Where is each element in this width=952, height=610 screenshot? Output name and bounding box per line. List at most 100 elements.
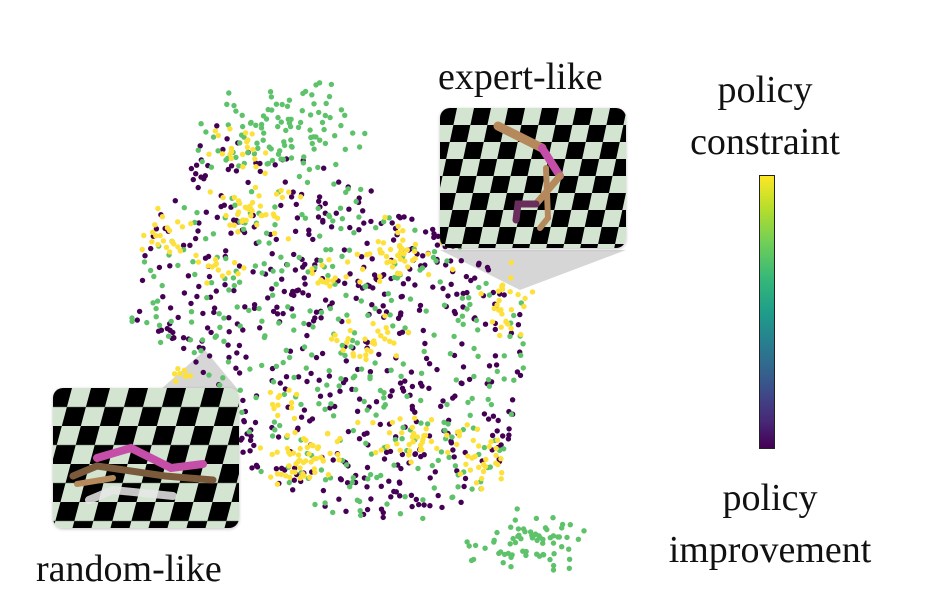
purple-point (290, 487, 296, 493)
yellow-point (469, 455, 476, 461)
green-point (248, 189, 255, 195)
yellow-point (173, 378, 179, 384)
green-point (260, 137, 266, 143)
yellow-point (397, 256, 404, 262)
purple-point (247, 448, 253, 454)
green-point (475, 353, 481, 359)
yellow-point (425, 271, 432, 278)
purple-point (460, 364, 467, 370)
green-point (354, 340, 360, 346)
green-point (198, 348, 204, 354)
green-point (424, 421, 431, 427)
green-point (404, 393, 410, 399)
purple-point (358, 254, 365, 260)
yellow-point (444, 432, 450, 438)
purple-point (200, 310, 206, 317)
yellow-point (375, 238, 381, 245)
green-point (338, 225, 344, 232)
green-point (281, 139, 287, 145)
green-point (313, 82, 319, 88)
green-point (266, 144, 272, 150)
yellow-point (267, 389, 274, 396)
yellow-point (357, 279, 363, 285)
yellow-point (301, 436, 307, 442)
green-point (365, 312, 371, 318)
green-point (273, 101, 280, 107)
green-point (388, 297, 395, 304)
purple-point (198, 174, 204, 180)
green-point (300, 90, 306, 97)
yellow-point (244, 139, 250, 145)
green-point (231, 102, 237, 109)
green-point (356, 144, 363, 150)
purple-point (287, 348, 294, 354)
purple-point (322, 297, 329, 303)
yellow-point (377, 247, 383, 253)
purple-point (270, 308, 277, 315)
green-point (364, 407, 370, 413)
purple-point (313, 309, 320, 315)
yellow-point (496, 297, 502, 304)
yellow-point (474, 426, 481, 432)
purple-point (200, 369, 206, 376)
yellow-point (231, 222, 237, 228)
purple-point (272, 162, 278, 168)
yellow-point (425, 251, 431, 257)
purple-point (274, 304, 280, 310)
purple-point (336, 179, 342, 185)
yellow-point (340, 347, 346, 353)
yellow-point (467, 467, 474, 473)
yellow-point (271, 405, 277, 412)
green-point (351, 230, 357, 236)
green-point (400, 424, 406, 431)
green-point (388, 367, 394, 373)
purple-point (251, 442, 257, 449)
purple-point (225, 342, 231, 348)
green-point (212, 334, 218, 340)
green-point (264, 161, 270, 167)
purple-point (241, 417, 247, 424)
green-point (515, 526, 522, 532)
yellow-point (239, 151, 246, 157)
green-point (494, 529, 500, 536)
yellow-point (489, 319, 496, 325)
green-point (510, 535, 516, 542)
purple-point (283, 374, 290, 380)
yellow-point (284, 432, 291, 439)
purple-point (248, 433, 254, 439)
green-point (540, 540, 546, 546)
colorbar-bottom-label: policy improvement (645, 472, 895, 576)
green-point (450, 494, 456, 500)
yellow-point (473, 480, 480, 486)
purple-point (342, 280, 348, 286)
green-point (291, 374, 297, 381)
yellow-point (406, 452, 412, 458)
green-point (338, 122, 344, 129)
purple-point (305, 292, 312, 298)
green-point (363, 440, 369, 446)
yellow-point (498, 456, 504, 462)
green-point (566, 565, 572, 571)
yellow-point (228, 145, 235, 152)
green-point (566, 556, 573, 562)
yellow-point (483, 456, 489, 463)
purple-point (257, 160, 263, 167)
green-point (497, 549, 504, 555)
purple-point (472, 275, 478, 281)
purple-point (346, 206, 352, 212)
purple-point (343, 358, 349, 364)
purple-point (240, 397, 246, 404)
yellow-point (368, 348, 374, 355)
purple-point (397, 380, 404, 386)
purple-point (273, 466, 280, 472)
green-point (129, 315, 135, 321)
green-point (508, 411, 515, 417)
green-point (465, 399, 471, 406)
purple-point (399, 451, 406, 458)
yellow-point (171, 371, 178, 377)
yellow-point (412, 241, 419, 248)
purple-point (220, 146, 226, 153)
green-point (460, 321, 466, 327)
purple-point (242, 304, 248, 310)
purple-point (295, 287, 302, 293)
